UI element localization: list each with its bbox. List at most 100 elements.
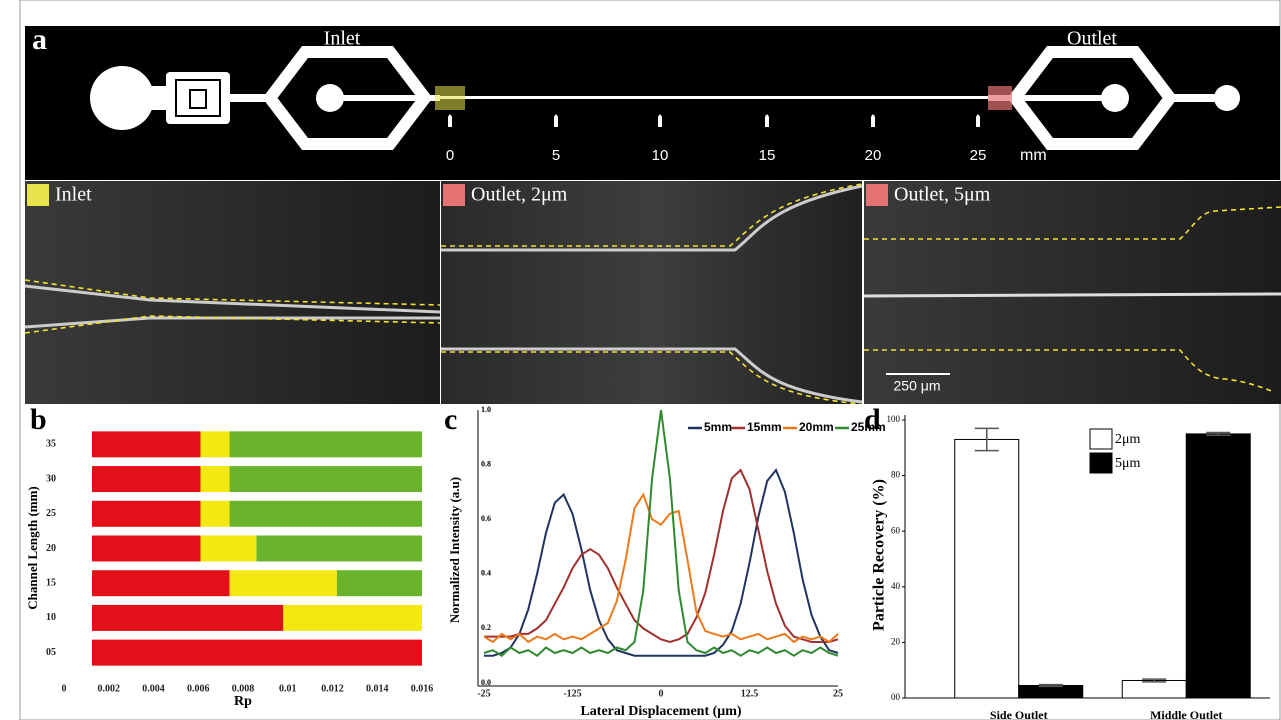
x-tick-label: Middle Outlet — [1150, 708, 1222, 720]
x-tick-label: 0.01 — [279, 683, 297, 694]
bar-segment — [200, 431, 230, 458]
image — [441, 181, 862, 404]
y-tick-label: 80 — [891, 470, 901, 480]
x-tick-label: -125 — [563, 688, 581, 699]
device — [90, 46, 1240, 150]
x-tick-label: 0.008 — [232, 683, 255, 694]
x-tick-label: 0.012 — [321, 683, 344, 694]
error-bar — [1142, 678, 1167, 683]
image-swatch — [443, 184, 465, 206]
line — [484, 468, 839, 657]
y-axis-label: Particle Recovery (%) — [871, 479, 888, 631]
x-axis-label: Rp — [234, 694, 252, 709]
bar-segment — [91, 431, 201, 458]
y-tick-label: 20 — [891, 636, 901, 646]
position-label: 5 — [552, 147, 560, 164]
legend-label: 25mm — [851, 420, 886, 434]
y-axis-label: Channel Length (mm) — [25, 486, 40, 610]
channel-outline — [24, 183, 1281, 405]
bar-segment — [200, 466, 230, 493]
x-tick-label: 25 — [833, 688, 843, 699]
image-swatch — [866, 184, 888, 206]
bar-segment — [336, 570, 422, 597]
channel-walls — [24, 184, 1281, 404]
line — [484, 468, 839, 644]
y-tick-label: 05 — [46, 647, 56, 658]
panel-letter: d — [864, 403, 881, 436]
bar-segment — [229, 570, 337, 597]
y-tick-label: 40 — [891, 581, 901, 591]
y-tick-label: 60 — [891, 525, 901, 535]
legend-label: 5mm — [704, 420, 732, 434]
y-tick-label: 15 — [46, 578, 56, 589]
position-label: 10 — [652, 147, 669, 164]
y-tick-label: 25 — [46, 508, 56, 519]
y-tick-label: 0.0 — [481, 678, 491, 687]
error-bar — [1038, 683, 1063, 688]
legend-label: 20mm — [799, 420, 834, 434]
bar-segment — [91, 570, 230, 597]
bar — [1121, 679, 1187, 699]
x-tick-label: 0 — [62, 683, 67, 694]
position-label: 20 — [865, 147, 882, 164]
image-label: Inlet — [55, 184, 92, 206]
panel-letter: a — [32, 23, 47, 56]
y-tick-label: 0.8 — [481, 459, 491, 468]
bar-segment — [91, 466, 201, 493]
panel-letter: c — [444, 403, 457, 436]
bar-segment — [229, 466, 422, 493]
bar-segment — [91, 535, 201, 562]
y-tick-label: 20 — [46, 543, 56, 554]
bar-segment — [256, 535, 422, 562]
x-tick-label: 12.5 — [741, 688, 759, 699]
position-label: 25 — [970, 147, 987, 164]
bar-segment — [229, 431, 422, 458]
x-tick-label: 0.004 — [142, 683, 165, 694]
legend-label: 2μm — [1115, 432, 1141, 447]
bar-segment — [91, 500, 201, 527]
x-axis-label: Lateral Displacement (μm) — [580, 704, 741, 719]
bar-segment — [200, 500, 230, 527]
x-tick-label: 0.014 — [366, 683, 389, 694]
legend-swatch — [1089, 428, 1113, 450]
bar — [1018, 684, 1084, 699]
image — [864, 181, 1281, 404]
legend-label: 15mm — [747, 420, 782, 434]
x-tick-label: Side Outlet — [990, 708, 1048, 720]
y-axis-label: Normalized Intensity (a.u) — [447, 477, 462, 623]
position-label: 0 — [446, 147, 454, 164]
x-tick-label: -25 — [477, 688, 490, 699]
position-unit: mm — [1020, 147, 1047, 164]
legend-label: 5μm — [1115, 456, 1141, 471]
y-tick-label: 30 — [46, 473, 56, 484]
x-tick-label: 0.016 — [411, 683, 434, 694]
bar — [1185, 433, 1251, 699]
position-label: 15 — [759, 147, 776, 164]
legend-swatch — [1089, 452, 1113, 474]
x-tick-label: 0.006 — [187, 683, 210, 694]
inlet-marker — [435, 86, 465, 110]
y-tick-label: 00 — [891, 692, 901, 702]
bar-segment — [91, 604, 284, 631]
y-tick-label: 10 — [46, 612, 56, 623]
outlet-label: Outlet — [1067, 28, 1117, 50]
image-label: Outlet, 2μm — [471, 184, 568, 206]
line — [483, 409, 839, 657]
bar-segment — [229, 500, 422, 527]
y-tick-label: 100 — [887, 414, 901, 424]
y-tick-label: 0.6 — [481, 514, 491, 523]
y-tick-label: 0.2 — [481, 623, 491, 632]
image-swatch — [27, 184, 49, 206]
error-bar — [1206, 431, 1231, 437]
bar-segment — [200, 535, 257, 562]
y-tick-label: 0.4 — [481, 569, 491, 578]
outlet-marker — [988, 86, 1012, 110]
y-tick-label: 35 — [46, 439, 56, 450]
device-pattern — [175, 79, 221, 117]
panel-letter: b — [30, 403, 47, 436]
error-bar — [974, 427, 999, 452]
bar — [954, 438, 1020, 699]
inlet-label: Inlet — [324, 28, 361, 50]
image-label: Outlet, 5μm — [894, 184, 991, 206]
